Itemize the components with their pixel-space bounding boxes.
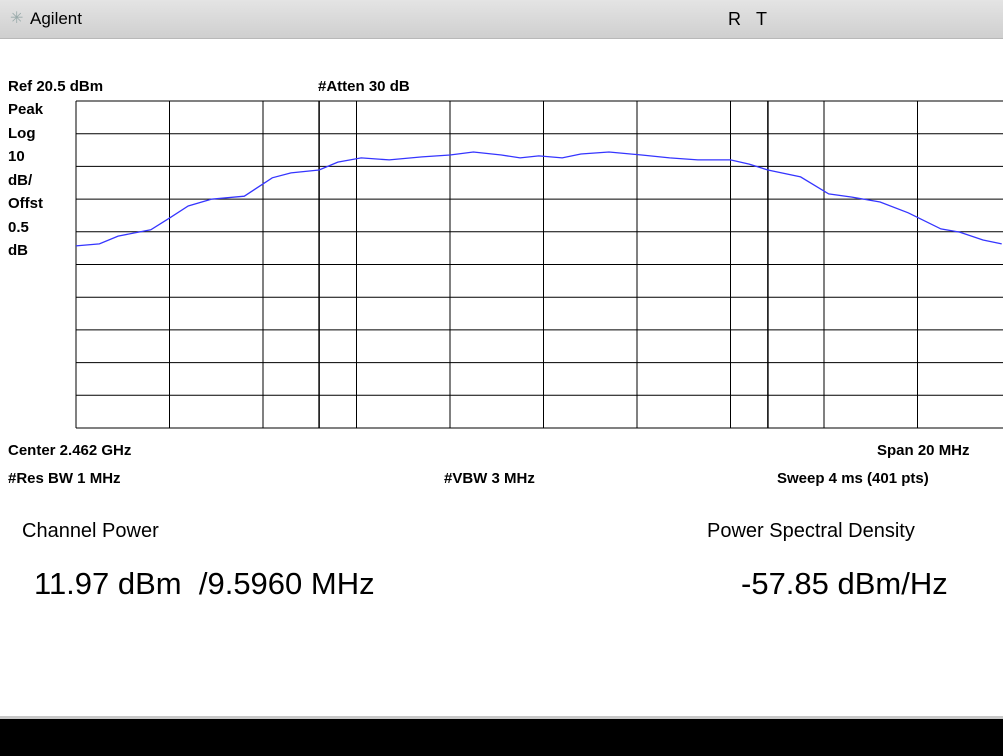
scale-label: Log <box>8 124 36 142</box>
brand: Agilent <box>30 9 82 28</box>
status: T <box>756 9 767 29</box>
trace-plot <box>75 100 1003 429</box>
scale-label: Peak <box>8 101 44 118</box>
trace <box>75 151 1002 247</box>
scale-label: Offst <box>8 195 43 212</box>
scale-label: 10 <box>8 148 25 165</box>
channel-power-value: 11.97 dBm /9.5960 MHz <box>34 566 375 601</box>
bottom-bar <box>0 716 1003 756</box>
scale-label: dB/ <box>8 171 33 189</box>
ref-level: Ref 20.5 dBm <box>8 78 104 95</box>
title-bar: ✳ Agilent R T <box>0 0 1003 39</box>
psd-value: -57.85 dBm/Hz <box>741 566 948 601</box>
scale-label: dB <box>8 242 28 259</box>
status: R <box>728 9 741 29</box>
center-freq: Center 2.462 GHz <box>8 442 132 459</box>
span: Span 20 MHz <box>877 442 970 459</box>
psd-label: Power Spectral Density <box>707 520 915 542</box>
attenuation: #Atten 30 dB <box>318 78 410 95</box>
channel-power-label: Channel Power <box>22 520 159 542</box>
sweep: Sweep 4 ms (401 pts) <box>777 470 929 487</box>
res-bw: #Res BW 1 MHz <box>8 470 121 487</box>
scale-label: 0.5 <box>8 218 29 236</box>
logo-icon: ✳ <box>10 10 24 27</box>
vbw: #VBW 3 MHz <box>444 470 535 487</box>
